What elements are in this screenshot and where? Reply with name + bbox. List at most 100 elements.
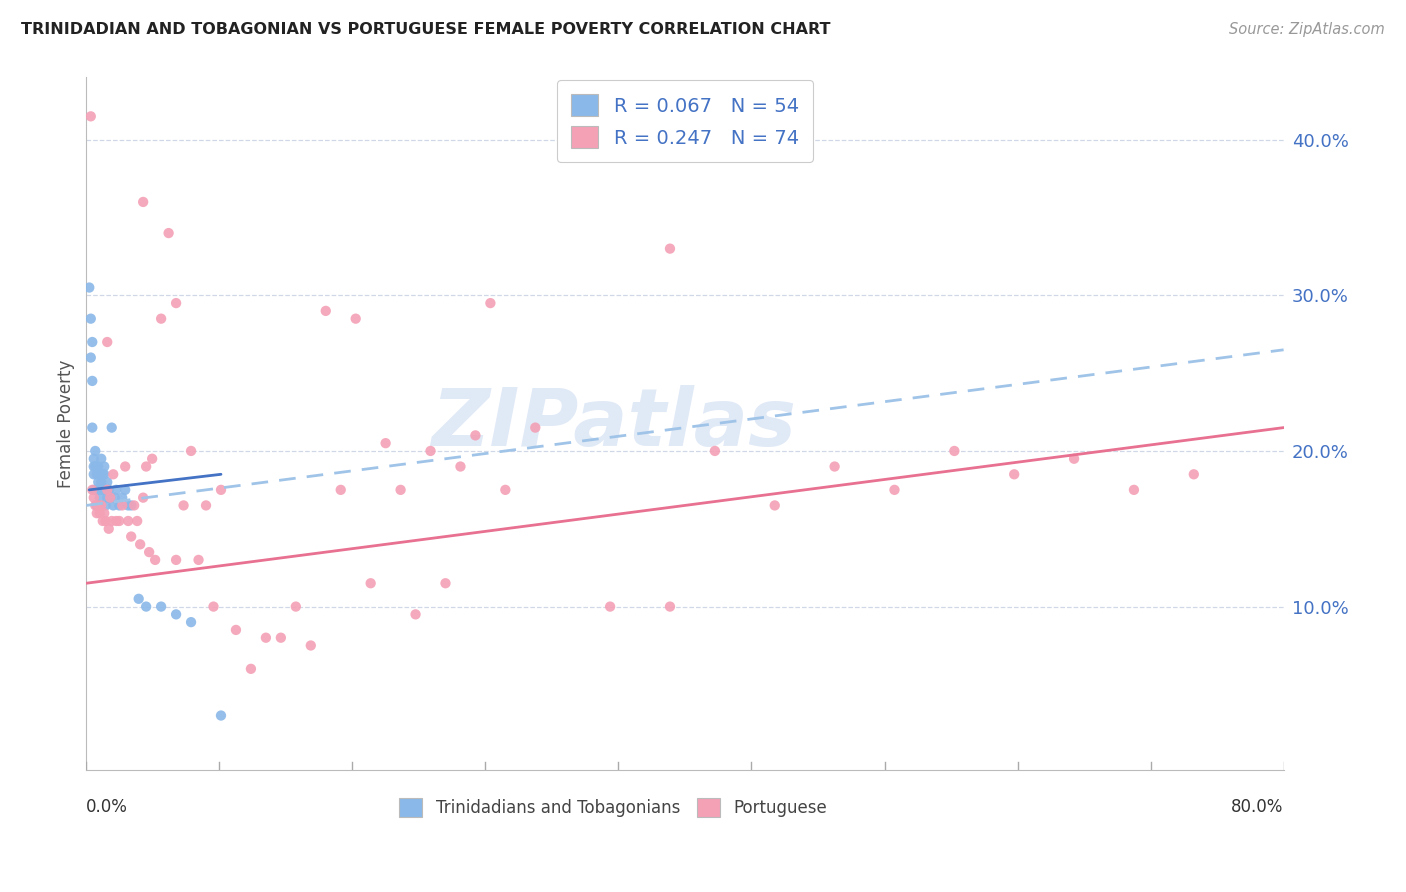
Point: [83, 483, 105, 497]
Point: [419, 444, 441, 458]
Point: [100, 514, 122, 528]
Point: [94, 514, 117, 528]
Point: [89, 483, 111, 497]
Point: [943, 444, 966, 458]
Point: [90, 499, 112, 513]
Point: [1123, 483, 1146, 497]
Point: [91, 514, 114, 528]
Point: [344, 311, 367, 326]
Text: TRINIDADIAN AND TOBAGONIAN VS PORTUGUESE FEMALE POVERTY CORRELATION CHART: TRINIDADIAN AND TOBAGONIAN VS PORTUGUESE…: [21, 22, 831, 37]
Point: [83, 451, 105, 466]
Point: [389, 483, 412, 497]
Point: [117, 514, 139, 528]
Point: [449, 459, 471, 474]
Point: [138, 545, 160, 559]
Point: [93, 483, 115, 497]
Point: [83, 459, 105, 474]
Y-axis label: Female Poverty: Female Poverty: [58, 359, 75, 488]
Point: [111, 491, 134, 505]
Point: [883, 483, 905, 497]
Point: [114, 483, 136, 497]
Point: [165, 296, 187, 310]
Point: [82, 420, 104, 434]
Point: [120, 530, 142, 544]
Point: [659, 599, 682, 614]
Point: [108, 514, 131, 528]
Point: [90, 467, 112, 482]
Point: [86, 459, 108, 474]
Point: [524, 420, 547, 434]
Point: [105, 483, 128, 497]
Point: [824, 459, 846, 474]
Point: [202, 599, 225, 614]
Point: [103, 499, 125, 513]
Point: [93, 506, 115, 520]
Point: [104, 491, 127, 505]
Point: [703, 444, 725, 458]
Point: [87, 475, 110, 489]
Point: [299, 639, 322, 653]
Point: [82, 483, 104, 497]
Point: [87, 499, 110, 513]
Point: [180, 615, 202, 629]
Point: [84, 444, 107, 458]
Point: [117, 499, 139, 513]
Text: Source: ZipAtlas.com: Source: ZipAtlas.com: [1229, 22, 1385, 37]
Point: [90, 451, 112, 466]
Point: [97, 522, 120, 536]
Point: [89, 491, 111, 505]
Point: [91, 483, 114, 497]
Point: [82, 374, 104, 388]
Point: [143, 553, 166, 567]
Point: [94, 483, 117, 497]
Point: [135, 599, 157, 614]
Point: [225, 623, 247, 637]
Point: [284, 599, 307, 614]
Point: [96, 475, 118, 489]
Point: [209, 708, 232, 723]
Point: [83, 491, 105, 505]
Point: [120, 499, 142, 513]
Point: [165, 553, 187, 567]
Point: [97, 483, 120, 497]
Point: [93, 467, 115, 482]
Point: [464, 428, 486, 442]
Point: [195, 499, 218, 513]
Point: [80, 109, 103, 123]
Point: [96, 491, 118, 505]
Point: [127, 514, 149, 528]
Point: [98, 491, 121, 505]
Point: [111, 499, 134, 513]
Point: [165, 607, 187, 622]
Point: [434, 576, 457, 591]
Point: [79, 280, 101, 294]
Point: [90, 475, 112, 489]
Point: [90, 483, 112, 497]
Point: [83, 467, 105, 482]
Point: [150, 311, 173, 326]
Point: [132, 194, 155, 209]
Point: [87, 483, 110, 497]
Point: [659, 242, 682, 256]
Point: [479, 296, 502, 310]
Point: [763, 499, 786, 513]
Point: [270, 631, 292, 645]
Point: [173, 499, 195, 513]
Point: [84, 499, 107, 513]
Point: [135, 459, 157, 474]
Point: [315, 304, 337, 318]
Text: 0.0%: 0.0%: [86, 797, 128, 815]
Point: [599, 599, 621, 614]
Point: [87, 459, 110, 474]
Point: [87, 499, 110, 513]
Point: [84, 483, 107, 497]
Point: [150, 599, 173, 614]
Point: [114, 459, 136, 474]
Point: [129, 537, 152, 551]
Point: [84, 459, 107, 474]
Point: [103, 467, 125, 482]
Point: [100, 420, 122, 434]
Point: [329, 483, 352, 497]
Point: [91, 467, 114, 482]
Point: [1063, 451, 1085, 466]
